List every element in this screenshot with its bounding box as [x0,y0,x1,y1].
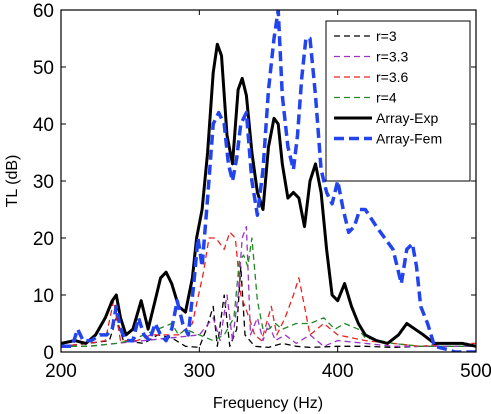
series-line-r-3 [61,265,476,349]
plot-frame [60,9,477,353]
x-tick-label: 400 [322,361,354,382]
y-tick-label: 10 [33,286,54,307]
series-line-array-exp [61,42,476,348]
legend-box [325,20,471,182]
x-tick-label: 300 [183,361,215,382]
legend-label: r=3.6 [376,69,409,85]
y-tick-label: 40 [33,115,54,136]
legend-label: Array-Fem [376,131,442,147]
series-line-array-fem [61,10,476,352]
series-group [61,10,476,352]
x-tick-label: 500 [460,361,491,382]
y-axis-label: TL (dB) [4,155,21,208]
y-tick-label: 50 [33,58,54,79]
y-tick-label: 20 [33,229,54,250]
x-tick-label: 200 [45,361,77,382]
y-tick-label: 60 [33,1,54,22]
legend-label: r=3 [376,28,397,44]
x-axis-label: Frequency (Hz) [213,395,323,412]
legend-label: r=3.3 [376,49,409,65]
series-line-r-4 [61,237,476,347]
legend-label: r=4 [376,90,397,106]
y-tick-label: 0 [43,343,54,364]
ticks-layer: 200 300 400 500 0 10 20 30 40 50 60 [33,1,491,382]
series-line-r-3-3 [61,225,476,347]
y-tick-label: 30 [33,172,54,193]
series-layer [61,10,476,352]
legend: r=3 r=3.3 r=3.6 r=4 Array-Exp Array-Fem [325,20,471,182]
legend-label: Array-Exp [376,110,438,126]
